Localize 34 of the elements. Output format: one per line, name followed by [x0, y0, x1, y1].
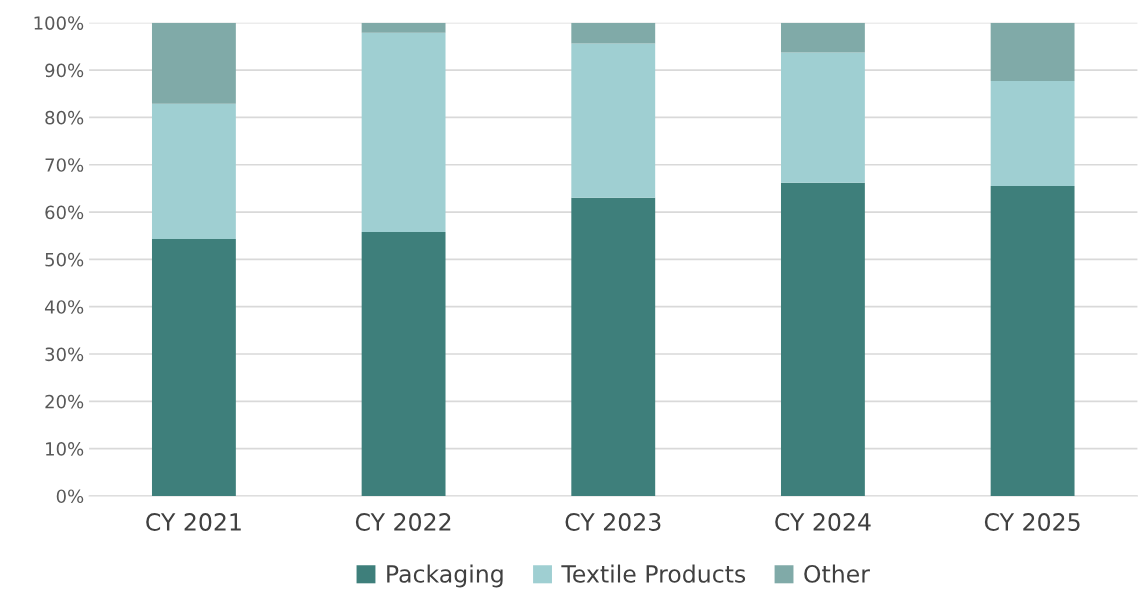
x-tick-label: CY 2021: [146, 513, 241, 531]
bar: [780, 52, 865, 183]
y-tick-label: 20%: [45, 394, 84, 409]
y-tick-label: 70%: [45, 158, 84, 172]
bar: [361, 22, 446, 33]
y-tick-label: 40%: [44, 300, 84, 314]
legend-label: Textile Products: [561, 564, 746, 583]
x-tick-label: CY 2023: [565, 513, 661, 531]
x-tick-label: CY 2024: [775, 513, 871, 531]
y-tick-label: 90%: [45, 63, 84, 78]
y-tick-label: 50%: [45, 252, 84, 267]
x-tick-label: CY 2025: [984, 513, 1080, 531]
legend-label: Other: [804, 564, 870, 583]
bar: [151, 22, 236, 104]
bar: [780, 182, 865, 496]
y-tick-label: 0%: [56, 489, 84, 504]
y-tick-label: 80%: [45, 110, 84, 125]
bar: [990, 186, 1075, 496]
bar: [571, 197, 656, 496]
bar: [990, 22, 1075, 81]
y-tick-label: 60%: [45, 205, 84, 220]
x-tick-label: CY 2022: [355, 513, 451, 531]
bar: [361, 231, 446, 496]
bar: [151, 103, 236, 240]
bar: [780, 22, 865, 53]
bar: [990, 80, 1075, 187]
y-tick-label: 100%: [34, 16, 84, 30]
legend-label: Packaging: [387, 564, 503, 588]
bar: [361, 32, 446, 232]
bar: [151, 239, 236, 496]
bar: [571, 22, 656, 44]
y-tick-label: 10%: [46, 442, 84, 456]
y-tick-label: 30%: [45, 347, 84, 362]
bar: [571, 43, 656, 198]
